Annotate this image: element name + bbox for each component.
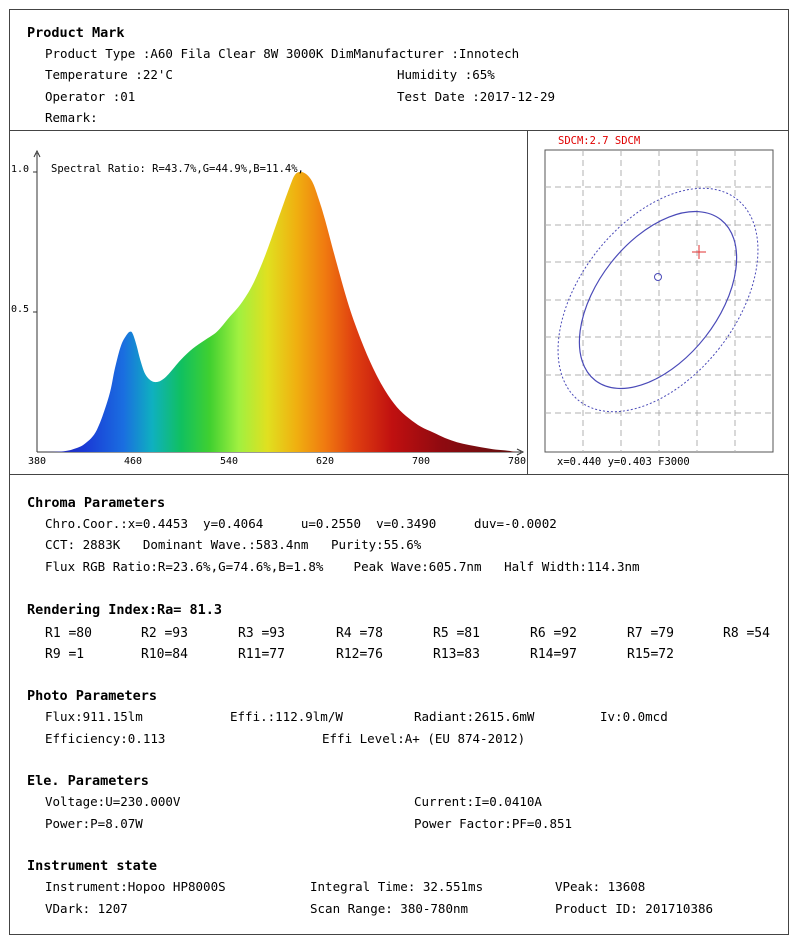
test-date: Test Date :2017-12-29 — [397, 89, 556, 104]
efficacy-value: Effi.:112.9lm/W — [230, 709, 343, 724]
vdark-value: VDark: 1207 — [45, 901, 128, 916]
spectrum-area — [37, 172, 517, 452]
rendering-value: R6 =92 — [530, 626, 577, 641]
rendering-value: R13=83 — [433, 647, 480, 662]
rendering-value: R15=72 — [627, 647, 674, 662]
temperature: Temperature :22'C — [45, 67, 173, 82]
target-point — [654, 273, 662, 281]
flux-value: Flux:911.15lm — [45, 709, 143, 724]
voltage-value: Voltage:U=230.000V — [45, 794, 181, 809]
sdcm-outer-ellipse — [557, 187, 759, 413]
photo-title: Photo Parameters — [27, 688, 158, 704]
remark: Remark: — [45, 110, 98, 125]
x-axis-arrow — [516, 448, 525, 456]
report-frame — [9, 9, 789, 935]
rendering-value: R4 =78 — [336, 626, 383, 641]
chroma-title: Chroma Parameters — [27, 495, 166, 511]
operator: Operator :01 — [45, 89, 136, 104]
rendering-value: R3 =93 — [238, 626, 285, 641]
rendering-value: R2 =93 — [141, 626, 188, 641]
rendering-value: R12=76 — [336, 647, 383, 662]
vpeak-value: VPeak: 13608 — [555, 879, 646, 894]
x-tick-label: 780 — [508, 456, 526, 467]
product-id: Product ID: 201710386 — [555, 901, 714, 916]
sdcm-inner-ellipse — [578, 210, 738, 390]
y-axis-arrow — [33, 149, 41, 158]
y-tick-label: 0.5 — [11, 304, 29, 315]
rendering-value: R5 =81 — [433, 626, 480, 641]
chart-divider — [527, 130, 528, 475]
integral-time: Integral Time: 32.551ms — [310, 879, 484, 894]
ele-title: Ele. Parameters — [27, 773, 149, 789]
x-tick-label: 540 — [220, 456, 238, 467]
spectral-ratio-label: Spectral Ratio: R=43.7%,G=44.9%,B=11.4%, — [51, 163, 304, 175]
rendering-value: R14=97 — [530, 647, 577, 662]
measured-point — [692, 245, 706, 259]
sdcm-title: SDCM:2.7 SDCM — [558, 135, 640, 147]
efficiency-value: Efficiency:0.113 — [45, 731, 166, 746]
sdcm-chart: SDCM:2.7 SDCM x=0.440 y=0.403 F3000 — [544, 135, 774, 468]
coordinate-readout: x=0.440 y=0.403 F3000 — [557, 456, 690, 468]
humidity: Humidity :65% — [397, 67, 495, 82]
x-tick-label: 380 — [28, 456, 46, 467]
scan-range: Scan Range: 380-780nm — [310, 901, 469, 916]
instrument-title: Instrument state — [27, 858, 158, 874]
power-value: Power:P=8.07W — [45, 816, 143, 831]
x-tick-label: 620 — [316, 456, 334, 467]
flux-rgb-line: Flux RGB Ratio:R=23.6%,G=74.6%,B=1.8% Pe… — [45, 559, 640, 574]
rendering-value: R8 =54 — [723, 626, 770, 641]
rendering-value: R11=77 — [238, 647, 285, 662]
spectrum-chart: Spectral Ratio: R=43.7%,G=44.9%,B=11.4%,… — [11, 149, 526, 467]
rendering-value: R9 =1 — [45, 647, 85, 662]
rendering-value: R1 =80 — [45, 626, 92, 641]
x-tick-label: 700 — [412, 456, 430, 467]
x-tick-label: 460 — [124, 456, 142, 467]
rendering-title: Rendering Index:Ra= 81.3 — [27, 602, 223, 618]
product-mark-title: Product Mark — [27, 25, 125, 41]
power-factor-value: Power Factor:PF=0.851 — [414, 816, 573, 831]
current-value: Current:I=0.0410A — [414, 794, 542, 809]
radiant-value: Radiant:2615.6mW — [414, 709, 535, 724]
cct-line: CCT: 2883K Dominant Wave.:583.4nm Purity… — [45, 537, 422, 552]
chart-panel — [9, 130, 789, 475]
rendering-value: R7 =79 — [627, 626, 674, 641]
chroma-coordinates: Chro.Coor.:x=0.4453 y=0.4064 u=0.2550 v=… — [45, 516, 557, 531]
instrument-name: Instrument:Hopoo HP8000S — [45, 879, 226, 894]
effi-level-value: Effi Level:A+ (EU 874-2012) — [322, 731, 526, 746]
iv-value: Iv:0.0mcd — [600, 709, 668, 724]
y-tick-label: 1.0 — [11, 164, 29, 175]
rendering-value: R10=84 — [141, 647, 188, 662]
product-type: Product Type :A60 Fila Clear 8W 3000K Di… — [45, 46, 520, 61]
